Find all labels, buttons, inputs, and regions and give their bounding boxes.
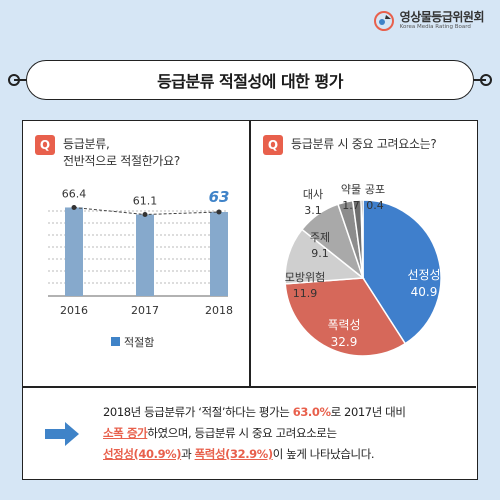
summary-l3-d: 이 높게 나타났습니다. (272, 447, 375, 461)
pie-value-label: 40.9 (411, 285, 438, 299)
bar-value-label: 63 (209, 188, 230, 206)
pie-category-label: 약물 (341, 182, 361, 196)
pie-value-label: 3.1 (304, 204, 322, 217)
arrow-right-icon (45, 422, 79, 446)
pie-slice-6 (360, 199, 364, 279)
logo-name-en: Korea Media Rating Board (399, 24, 471, 31)
logo-emblem-icon (373, 11, 394, 31)
logo-name-ko: 영상물등급위원회 (399, 10, 485, 25)
trend-point (142, 212, 148, 218)
bar-2018 (210, 212, 228, 296)
bar-value-label: 66.4 (62, 187, 87, 200)
pie-value-label: 0.4 (366, 199, 384, 212)
right-question: 등급분류 시 중요 고려요소는? (291, 137, 437, 151)
title-bar: 등급분류 적절성에 대한 평가 (26, 60, 474, 100)
logo: 영상물등급위원회 Korea Media Rating Board (373, 10, 485, 32)
bar-value-label: 61.1 (133, 195, 158, 208)
bar-chart: 66.4 2016 61.1 2017 63 2018 적절함 (48, 187, 233, 349)
left-question-line2: 전반적으로 적절한가요? (63, 154, 180, 168)
trend-point (71, 204, 77, 210)
page-title: 등급분류 적절성에 대한 평가 (157, 72, 343, 91)
x-tick-label: 2017 (131, 304, 159, 317)
summary-l2-a: 소폭 증가 (103, 426, 148, 440)
summary-l1-a: 2018년 등급분류가 ‘적절’하다는 평가는 (103, 405, 293, 419)
summary-line3: 선정성(40.9%)과 폭력성(32.9%)이 높게 나타났습니다. (103, 444, 473, 465)
x-tick-label: 2016 (60, 304, 88, 317)
bar-2016 (65, 207, 83, 296)
bar-2017 (136, 214, 154, 296)
question-badge-left: Q (35, 135, 55, 155)
pie-value-label: 9.1 (311, 247, 329, 260)
summary-line1: 2018년 등급분류가 ‘적절’하다는 평가는 63.0%로 2017년 대비 (103, 402, 473, 423)
left-question-line1: 등급분류, (63, 137, 110, 151)
pie-slice-1 (284, 277, 407, 357)
pie-value-label: 32.9 (331, 335, 358, 349)
pie-category-label: 폭력성 (327, 318, 360, 332)
left-question: 등급분류, 전반적으로 적절한가요? (63, 136, 180, 170)
divider-vertical (249, 121, 251, 386)
summary-text: 2018년 등급분류가 ‘적절’하다는 평가는 63.0%로 2017년 대비 … (103, 402, 473, 465)
pie-category-label: 공포 (365, 183, 385, 196)
content-card: Q 등급분류, 전반적으로 적절한가요? Q 등급분류 시 중요 고려요소는? … (22, 120, 478, 480)
summary-l3-c: 폭력성(32.9%) (194, 447, 274, 461)
pie-category-label: 모방위험 (285, 271, 325, 284)
pie-category-label: 선정성 (407, 268, 440, 282)
summary-l2-b: 하였으며, 등급분류 시 중요 고려요소로는 (147, 426, 337, 440)
pie-chart: 선정성 40.9 폭력성 32.9 모방위험 11.9 주제 9.1 대사 3.1 약물 1.7 공포 0… (284, 182, 442, 357)
legend-swatch (111, 337, 120, 346)
summary-l3-b: 과 (181, 447, 195, 461)
summary-section: 2018년 등급분류가 ‘적절’하다는 평가는 63.0%로 2017년 대비 … (23, 388, 476, 478)
pie-category-label: 대사 (303, 188, 323, 201)
divider-horizontal (23, 386, 476, 388)
pie-value-label: 1.7 (342, 199, 360, 212)
summary-l1-c: 로 2017년 대비 (330, 405, 406, 419)
question-badge-right: Q (263, 135, 283, 155)
pie-category-label: 주제 (310, 231, 330, 244)
trend-point (216, 209, 222, 215)
x-tick-label: 2018 (205, 304, 233, 317)
legend-label: 적절함 (124, 336, 154, 349)
summary-line2: 소폭 증가하였으며, 등급분류 시 중요 고려요소로는 (103, 423, 473, 444)
summary-l1-b: 63.0% (292, 405, 331, 419)
summary-l3-a: 선정성(40.9%) (103, 447, 182, 461)
pie-value-label: 11.9 (293, 287, 318, 300)
